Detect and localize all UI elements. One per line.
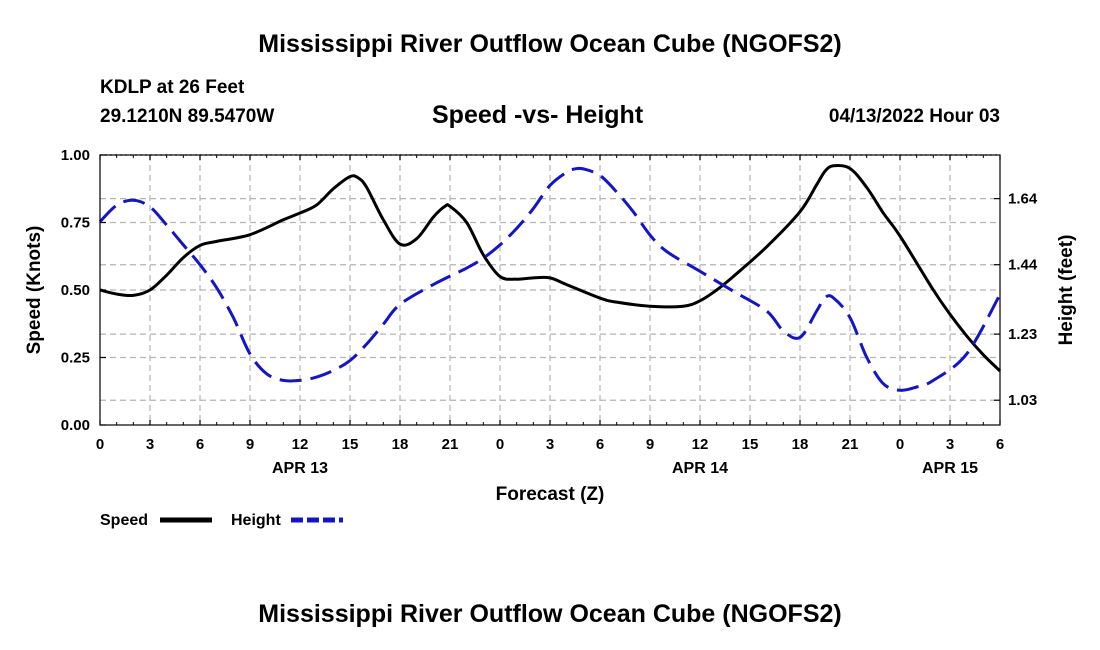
height-series-line (98, 166, 1002, 392)
location-label: 29.1210N 89.5470W (100, 106, 275, 127)
axis-ticks: 0 3 6 9 12 15 18 21 0 3 6 9 12 15 18 21 0 3 6 APR 13 APR 14 A… (61, 147, 1038, 477)
legend-height-label: Height (231, 512, 281, 529)
y-tick-label: 0.75 (61, 215, 90, 232)
y-tick-label: 1.00 (61, 147, 90, 164)
x-tick-label: 9 (246, 436, 254, 453)
x-tick-label: 12 (692, 436, 709, 453)
x-tick-label: 15 (342, 436, 359, 453)
x-axis-label: Forecast (Z) (496, 484, 605, 505)
chart-subtitle: Speed -vs- Height (432, 101, 644, 129)
x-tick-label: 21 (442, 436, 459, 453)
y-tick-label: 0.25 (61, 350, 90, 367)
x-tick-label: 15 (742, 436, 759, 453)
y2-axis-label: Height (feet) (1056, 235, 1077, 346)
y2-tick-label: 1.64 (1008, 191, 1038, 208)
x-tick-label: 6 (996, 436, 1004, 453)
x-tick-label: 9 (646, 436, 654, 453)
x-tick-label: 6 (596, 436, 604, 453)
legend-speed-label: Speed (100, 512, 148, 529)
station-label: KDLP at 26 Feet (100, 77, 245, 98)
speed-series-line (99, 164, 1002, 373)
grid-lines (100, 154, 1000, 425)
y-tick-label: 0.50 (61, 282, 90, 299)
chart-title: Mississippi River Outflow Ocean Cube (NG… (258, 30, 842, 58)
x-tick-label: 3 (946, 436, 954, 453)
date-label: APR 14 (672, 460, 728, 477)
y2-tick-label: 1.23 (1008, 326, 1037, 343)
date-label: APR 15 (922, 460, 978, 477)
y-axis-label: Speed (Knots) (24, 226, 45, 355)
x-tick-label: 6 (196, 436, 204, 453)
datetime-label: 04/13/2022 Hour 03 (828, 106, 1000, 127)
series-lines (98, 164, 1002, 392)
y-tick-label: 0.00 (61, 417, 90, 434)
x-tick-label: 0 (96, 436, 104, 453)
y2-tick-label: 1.44 (1008, 257, 1038, 274)
x-tick-label: 21 (842, 436, 859, 453)
x-tick-label: 0 (896, 436, 904, 453)
x-tick-label: 18 (392, 436, 409, 453)
x-tick-label: 12 (292, 436, 309, 453)
x-tick-label: 3 (546, 436, 554, 453)
footer-title: Mississippi River Outflow Ocean Cube (NG… (258, 600, 842, 628)
y2-tick-label: 1.03 (1008, 392, 1037, 409)
date-label: APR 13 (272, 460, 328, 477)
x-tick-label: 3 (146, 436, 154, 453)
legend: Speed Height (100, 512, 343, 529)
x-tick-label: 0 (496, 436, 504, 453)
x-tick-label: 18 (792, 436, 809, 453)
